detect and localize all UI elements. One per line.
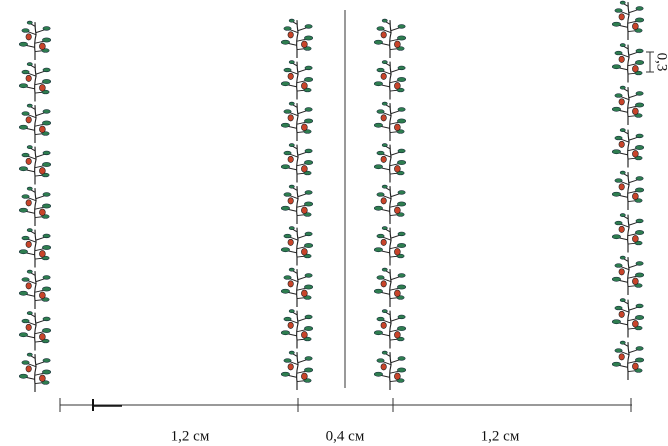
plant xyxy=(612,0,644,40)
plant xyxy=(612,297,644,338)
plant xyxy=(19,186,51,226)
plant xyxy=(374,18,406,58)
scale-label: 0,4 см xyxy=(326,428,365,444)
plant xyxy=(374,308,406,349)
plant xyxy=(374,59,406,100)
scale-bar xyxy=(59,398,632,412)
plant xyxy=(281,225,313,266)
plant xyxy=(281,184,313,224)
plant xyxy=(374,184,406,224)
plant xyxy=(374,350,406,390)
spacing-label: 0,3 xyxy=(654,53,668,72)
plant xyxy=(19,20,51,60)
plant xyxy=(374,225,406,266)
plant xyxy=(612,212,644,253)
plant xyxy=(374,267,406,307)
plant xyxy=(612,85,644,125)
plant xyxy=(612,340,644,380)
plant xyxy=(19,352,51,392)
plant xyxy=(374,142,406,183)
plant xyxy=(281,308,313,349)
plant xyxy=(281,18,313,58)
plant xyxy=(281,267,313,307)
spacing-marker xyxy=(646,51,654,73)
scale-label: 1,2 см xyxy=(171,428,210,444)
plant xyxy=(374,101,406,141)
plant xyxy=(19,61,51,102)
plant xyxy=(612,127,644,168)
plant xyxy=(612,255,644,295)
plant xyxy=(612,42,644,83)
plant xyxy=(19,144,51,185)
plant xyxy=(281,142,313,183)
plant xyxy=(281,101,313,141)
plant xyxy=(19,310,51,351)
plant xyxy=(19,227,51,268)
plant xyxy=(281,59,313,100)
plants xyxy=(19,0,644,392)
plant xyxy=(19,103,51,143)
plant xyxy=(281,350,313,390)
scale-label: 1,2 см xyxy=(481,428,520,444)
plant xyxy=(19,269,51,309)
plant xyxy=(612,170,644,210)
